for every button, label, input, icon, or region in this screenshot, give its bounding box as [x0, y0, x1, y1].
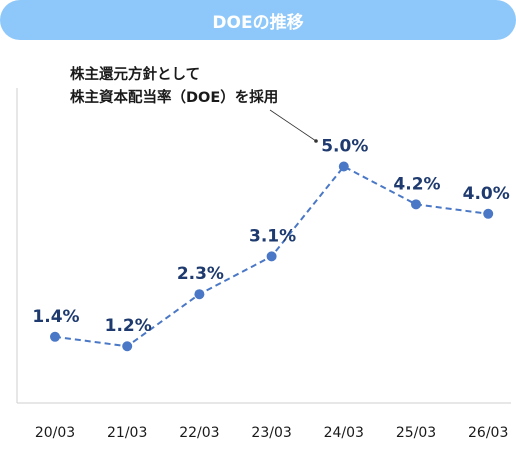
- annotation-leader-dot: [314, 139, 318, 143]
- data-point-26/03: [483, 208, 494, 219]
- x-tick-22/03: 22/03: [179, 425, 219, 441]
- data-label-26/03: 4.0%: [463, 184, 510, 204]
- data-label-25/03: 4.2%: [393, 174, 440, 194]
- data-point-20/03: [50, 331, 60, 342]
- data-point-21/03: [122, 341, 133, 352]
- data-label-23/03: 3.1%: [249, 226, 296, 246]
- data-point-25/03: [411, 199, 421, 210]
- data-label-20/03: 1.4%: [32, 307, 79, 327]
- data-label-24/03: 5.0%: [321, 137, 368, 157]
- x-tick-20/03: 20/03: [35, 425, 75, 441]
- data-point-22/03: [194, 289, 205, 300]
- x-tick-26/03: 26/03: [468, 425, 508, 441]
- annotation-line-1: 株主還元方針として: [70, 65, 200, 83]
- data-label-21/03: 1.2%: [105, 316, 152, 336]
- x-tick-21/03: 21/03: [107, 425, 147, 441]
- annotation-leader: [269, 109, 317, 142]
- x-tick-25/03: 25/03: [396, 425, 436, 441]
- data-point-23/03: [266, 251, 277, 262]
- data-label-22/03: 2.3%: [177, 264, 224, 284]
- chart-title: DOEの推移: [0, 0, 516, 40]
- x-tick-23/03: 23/03: [251, 425, 291, 441]
- annotation-line-2: 株主資本配当率（DOE）を採用: [70, 88, 278, 106]
- x-tick-24/03: 24/03: [324, 425, 364, 441]
- data-point-24/03: [338, 161, 349, 172]
